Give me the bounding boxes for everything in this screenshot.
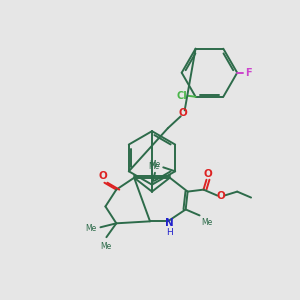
Text: Cl: Cl [176,91,187,101]
Text: N: N [165,218,174,228]
Text: O: O [217,190,226,201]
Text: O: O [178,108,187,118]
Text: O: O [98,171,107,181]
Text: H: H [167,228,173,237]
Text: Me: Me [148,162,159,171]
Text: Me: Me [100,242,111,251]
Text: Me: Me [149,160,161,169]
Text: F: F [245,68,251,78]
Text: O: O [203,169,212,179]
Text: Me: Me [85,224,97,233]
Text: Me: Me [202,218,213,227]
